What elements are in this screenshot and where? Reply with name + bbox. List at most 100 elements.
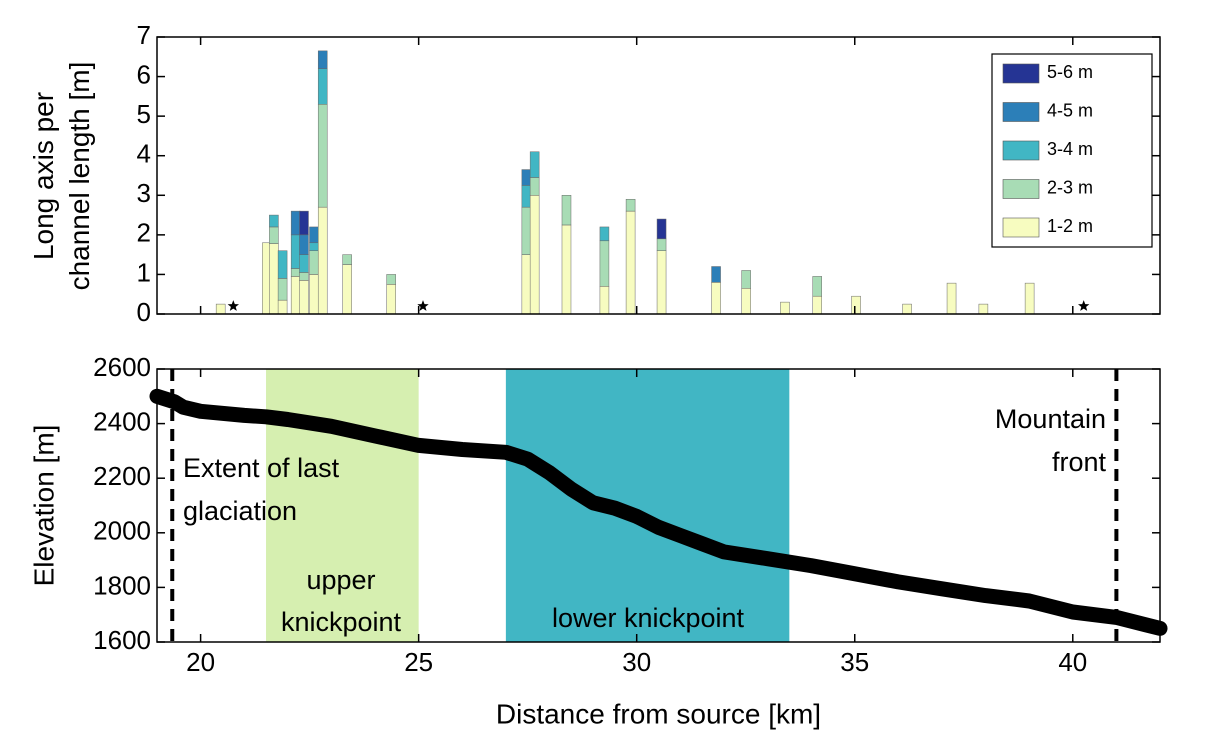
x-tick-label: 40 xyxy=(1058,647,1087,677)
bar-segment xyxy=(599,226,610,242)
y-tick-label: 2400 xyxy=(93,406,151,436)
y-tick-label: 5 xyxy=(137,99,151,129)
y-axis-label: Long axis per channel length [m] xyxy=(28,62,95,291)
bar-segment xyxy=(309,250,319,275)
y-tick-label: 1 xyxy=(137,257,151,287)
legend-label: 5-6 m xyxy=(1047,62,1093,82)
y-tick-label: 6 xyxy=(137,59,151,89)
bar-segment xyxy=(386,284,396,315)
bar-segment xyxy=(656,218,667,240)
bar-segment xyxy=(599,286,610,315)
bar-segment xyxy=(299,210,309,236)
span-label: upper xyxy=(306,565,375,595)
vline-label: front xyxy=(1052,447,1107,477)
bar-segment xyxy=(561,195,572,226)
bar-segment xyxy=(521,185,532,208)
y-tick-label: 4 xyxy=(137,139,151,169)
bar-segment xyxy=(656,238,667,251)
bar-segment xyxy=(299,254,309,273)
bar-segment xyxy=(902,303,912,315)
bar-segment xyxy=(277,299,288,315)
bar-segment xyxy=(309,226,319,244)
bar-segment xyxy=(290,276,301,315)
span xyxy=(505,369,790,642)
bar-segment xyxy=(599,240,610,287)
bar-segment xyxy=(290,268,301,277)
bar-segment xyxy=(946,282,957,315)
vline-label: Mountain xyxy=(995,404,1106,434)
bar-segment xyxy=(342,264,352,315)
y-tick-label: 1600 xyxy=(93,625,151,655)
bar-segment xyxy=(529,195,540,315)
bar-segment xyxy=(521,206,532,255)
bar-segment xyxy=(741,270,751,289)
bar-segment xyxy=(290,234,301,269)
bar-segment xyxy=(625,210,636,315)
axes-frame xyxy=(156,36,1161,315)
bar-segment xyxy=(561,224,572,315)
bar-segment xyxy=(277,278,288,301)
bar-segment xyxy=(317,50,328,69)
x-tick-label: 25 xyxy=(404,647,433,677)
bar-segment xyxy=(1024,282,1035,315)
bar-segment xyxy=(529,151,540,178)
bar-segment xyxy=(711,266,721,283)
vline-label: glaciation xyxy=(183,496,297,526)
y-tick-label: 2 xyxy=(137,218,151,248)
x-tick-label: 30 xyxy=(622,647,651,677)
bar-segment xyxy=(851,295,861,315)
legend-swatch xyxy=(1002,140,1040,161)
bar-segment xyxy=(277,250,288,279)
span-label: lower knickpoint xyxy=(552,603,745,633)
legend-swatch xyxy=(1002,63,1040,84)
bar-segment xyxy=(299,234,309,255)
legend-label: 3-4 m xyxy=(1047,139,1093,159)
bar-segment xyxy=(812,276,822,297)
legend-swatch xyxy=(1002,102,1040,122)
vline-label: Extent of last xyxy=(183,453,340,483)
bar-segment xyxy=(741,288,751,315)
bar-segment xyxy=(521,169,532,186)
bar-segment xyxy=(317,104,328,208)
star-marker xyxy=(227,300,239,311)
bar-segment xyxy=(299,280,309,315)
bar-segment xyxy=(780,301,790,315)
bar-segment xyxy=(386,274,396,285)
y-tick-label: 2600 xyxy=(93,352,151,382)
legend-label: 1-2 m xyxy=(1047,216,1093,236)
y-axis-label: Elevation [m] xyxy=(28,425,59,587)
bar-segment xyxy=(625,198,636,212)
legend-swatch xyxy=(1002,179,1040,199)
y-axis-label-line: channel length [m] xyxy=(64,62,95,291)
bar-segment xyxy=(215,303,226,315)
bar-segment xyxy=(309,274,319,315)
y-tick-label: 2000 xyxy=(93,516,151,546)
bar-segment xyxy=(529,177,540,196)
bar-segment xyxy=(290,210,301,236)
y-axis-label-line: Long axis per xyxy=(28,92,59,260)
bar-segment xyxy=(711,282,721,315)
star-marker xyxy=(1078,300,1090,311)
y-tick-label: 2200 xyxy=(93,461,151,491)
bar-segment xyxy=(978,303,989,315)
legend: 1-2 m 2-3 m 3-4 m 4-5 m 5-6 m xyxy=(991,53,1153,248)
bar-segment xyxy=(521,254,532,315)
bar-segment xyxy=(269,214,279,228)
bar-segment xyxy=(812,295,822,315)
y-tick-label: 3 xyxy=(137,178,151,208)
legend-swatch xyxy=(1002,217,1040,238)
legend-label: 2-3 m xyxy=(1047,177,1093,197)
bar-segment xyxy=(656,250,667,315)
legend-label: 4-5 m xyxy=(1047,100,1093,120)
x-axis-label: Distance from source [km] xyxy=(496,698,821,729)
bar-segment xyxy=(317,68,328,105)
y-tick-label: 0 xyxy=(137,297,151,327)
bar-segment xyxy=(299,272,309,281)
elevation-line xyxy=(149,388,1168,636)
bar-segment xyxy=(317,206,328,315)
bar-segment xyxy=(309,242,319,251)
x-tick-label: 20 xyxy=(186,647,215,677)
bar-segment xyxy=(342,254,352,265)
axes-frame xyxy=(156,368,1161,643)
